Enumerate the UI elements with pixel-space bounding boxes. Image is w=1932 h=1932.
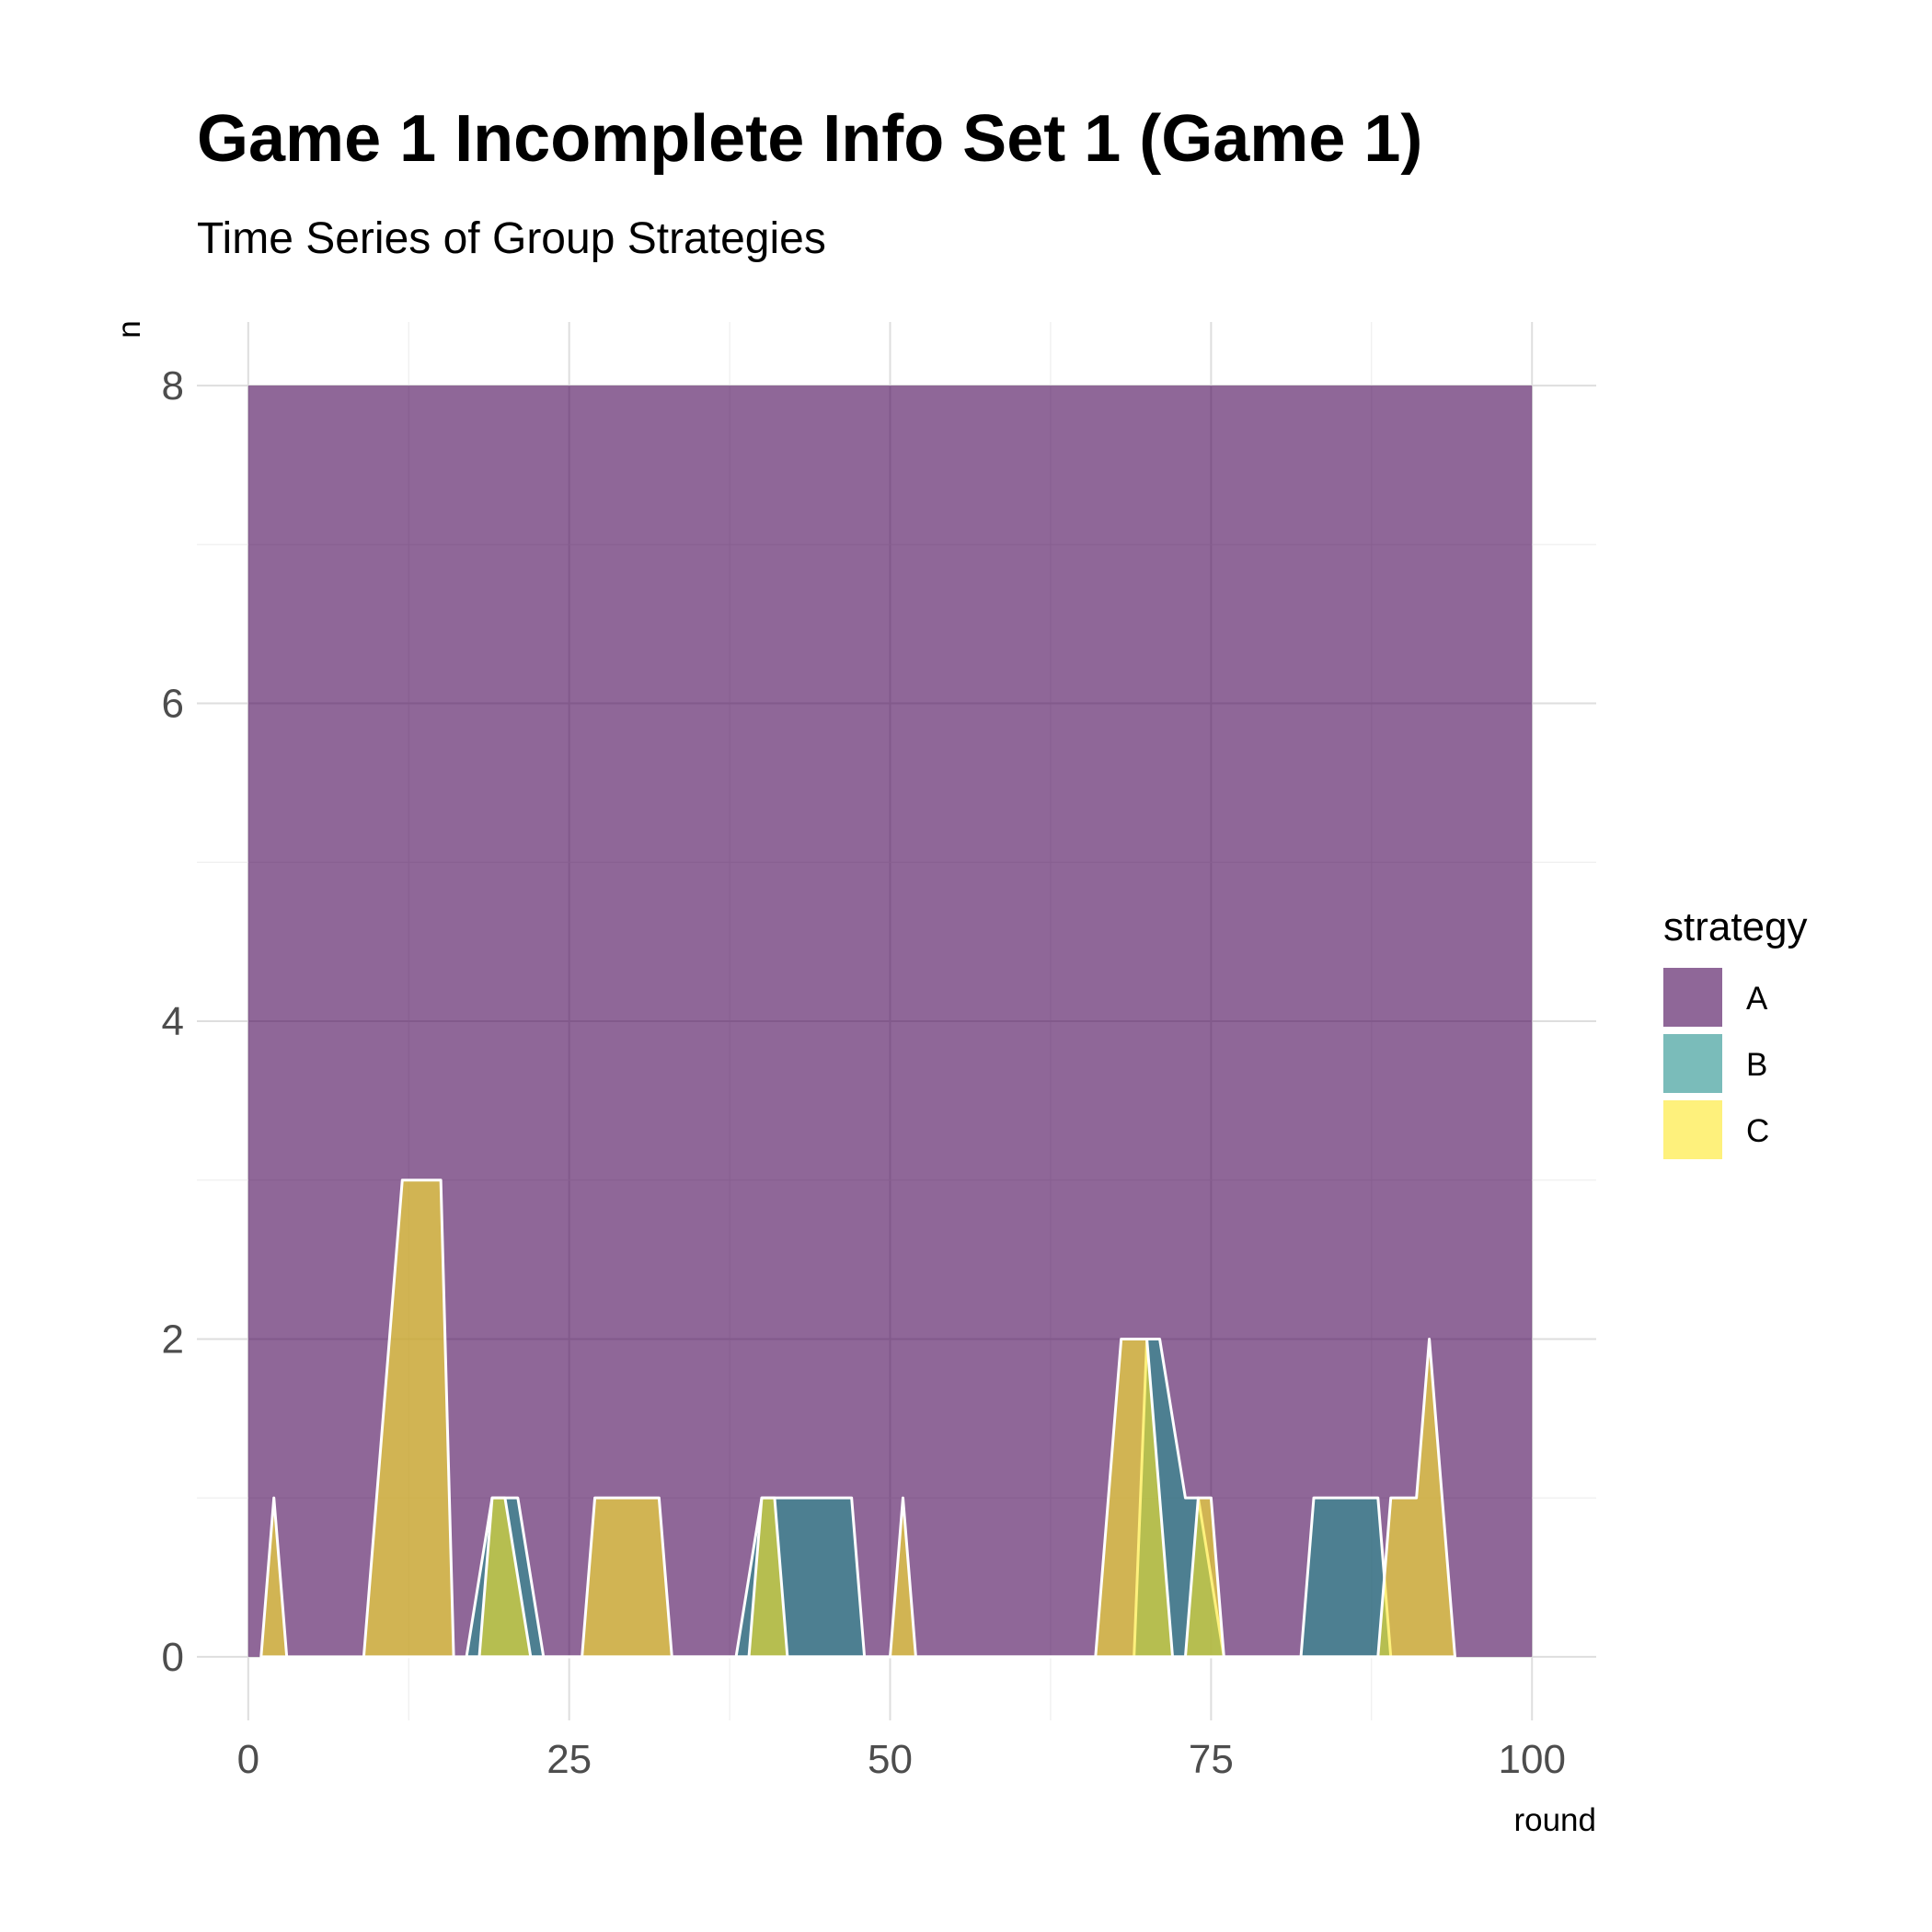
- area-series-a: [247, 385, 1533, 1657]
- legend-label-c: C: [1746, 1113, 1769, 1149]
- y-tick-label: 2: [162, 1317, 184, 1362]
- y-tick-label: 0: [162, 1635, 184, 1680]
- area-series-c: [259, 1179, 1456, 1659]
- legend-label-b: B: [1746, 1047, 1767, 1083]
- legend: strategy ABC: [1663, 904, 1808, 1159]
- y-tick-label: 4: [162, 999, 184, 1044]
- chart-title: Game 1 Incomplete Info Set 1 (Game 1): [197, 102, 1423, 176]
- y-tick-labels: 0 2 4 6 8: [162, 363, 184, 1680]
- legend-title: strategy: [1663, 904, 1808, 949]
- y-tick-label: 6: [162, 682, 184, 727]
- x-tick-label: 100: [1499, 1737, 1566, 1782]
- chart-subtitle: Time Series of Group Strategies: [197, 214, 826, 263]
- legend-key-b: [1663, 1034, 1722, 1093]
- y-axis-title: n: [111, 320, 147, 338]
- y-tick-label: 8: [162, 363, 184, 408]
- area-layer: [247, 385, 1533, 1659]
- x-axis-title: round: [1513, 1802, 1596, 1838]
- x-tick-label: 50: [868, 1737, 913, 1782]
- x-tick-label: 75: [1189, 1737, 1234, 1782]
- legend-key-c: [1663, 1100, 1722, 1159]
- x-tick-labels: 0 25 50 75 100: [237, 1737, 1566, 1782]
- x-tick-label: 25: [546, 1737, 592, 1782]
- legend-items: ABC: [1663, 968, 1769, 1159]
- x-tick-label: 0: [237, 1737, 259, 1782]
- legend-key-a: [1663, 968, 1722, 1027]
- legend-label-a: A: [1746, 981, 1768, 1017]
